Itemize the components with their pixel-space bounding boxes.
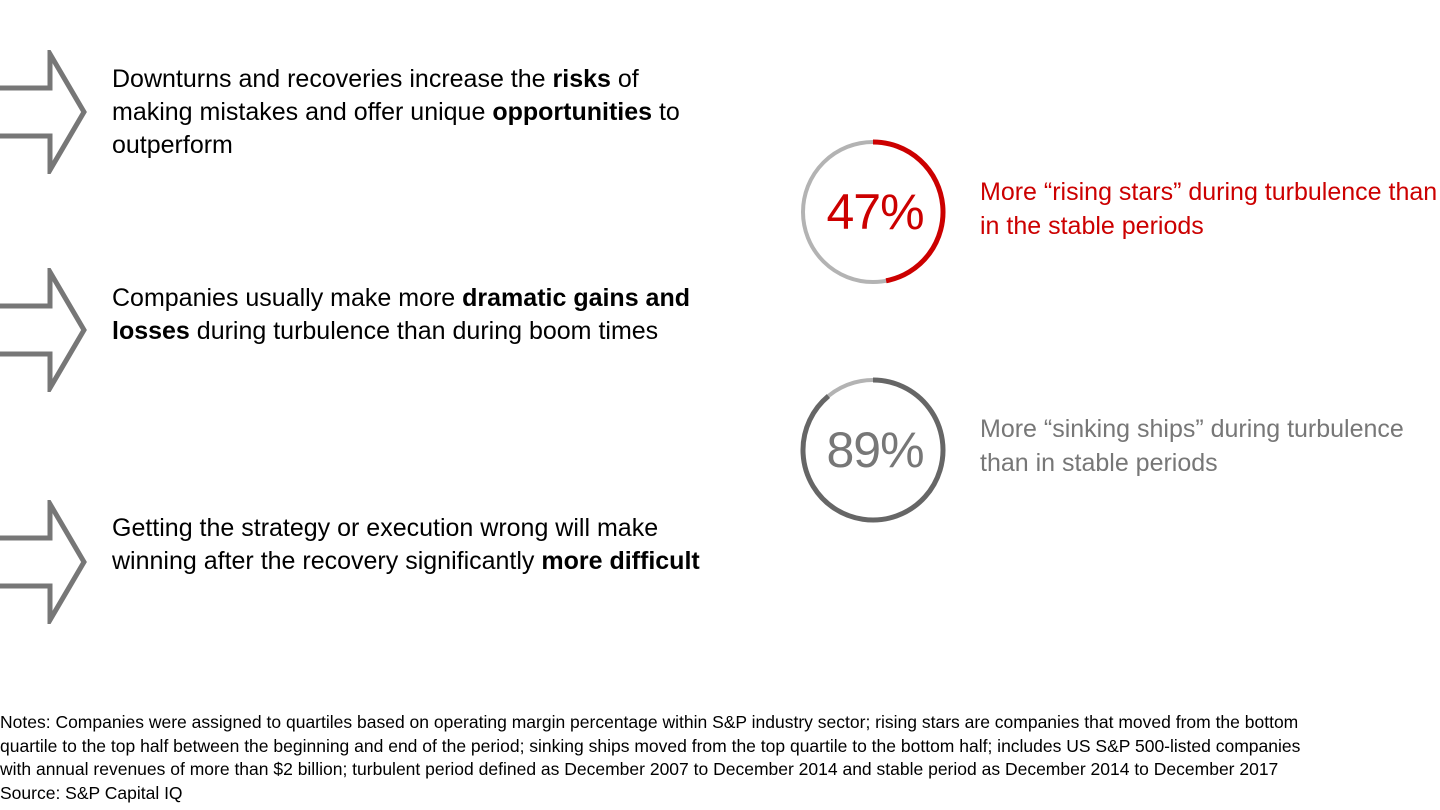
- notes-block: Notes: Companies were assigned to quarti…: [0, 711, 1440, 805]
- sinking-ships-value: 89%: [826, 422, 924, 478]
- point-text-segment: during turbulence than during boom times: [189, 317, 659, 345]
- notes-line: quartile to the top half between the beg…: [0, 735, 1301, 756]
- rising-stars-value: 47%: [826, 184, 924, 240]
- point-text-1: Downturns and recoveries increase the ri…: [112, 63, 712, 162]
- right-arrow-icon: [0, 268, 87, 392]
- right-arrow-icon: [0, 500, 87, 624]
- point-text-segment: to outperform: [112, 98, 680, 159]
- point-emphasis: opportunities: [492, 98, 653, 126]
- source-line: Source: S&P Capital IQ: [0, 782, 183, 803]
- notes-line: with annual revenues of more than $2 bil…: [0, 759, 1279, 779]
- point-emphasis: more difficult: [541, 547, 700, 575]
- point-text-segment: Getting the strategy or execution wrong …: [112, 514, 659, 575]
- notes-line: Notes: Companies were assigned to quarti…: [0, 712, 1299, 732]
- point-text-segment: Companies usually make more: [112, 284, 463, 312]
- rising-stars-caption: More “rising stars” during turbulence th…: [980, 178, 1438, 240]
- sinking-ships-caption: More “sinking ships” during turbulence t…: [980, 415, 1404, 477]
- point-emphasis: risks: [552, 65, 611, 93]
- point-text-segment: Downturns and recoveries increase the: [112, 65, 553, 93]
- rising-stars-ring-graphic: [801, 139, 946, 284]
- point-emphasis: dramatic gains and losses: [112, 284, 691, 345]
- right-arrow-icon: [0, 50, 87, 174]
- point-text-3: Getting the strategy or execution wrong …: [112, 512, 712, 578]
- sinking-ships-ring: 89%: [800, 370, 950, 530]
- point-text-segment: of making mistakes and offer unique: [112, 65, 639, 126]
- rising-stars-ring: 47%: [800, 132, 950, 292]
- sinking-ships-ring-graphic: [800, 377, 946, 523]
- point-text-2: Companies usually make more dramatic gai…: [112, 282, 712, 348]
